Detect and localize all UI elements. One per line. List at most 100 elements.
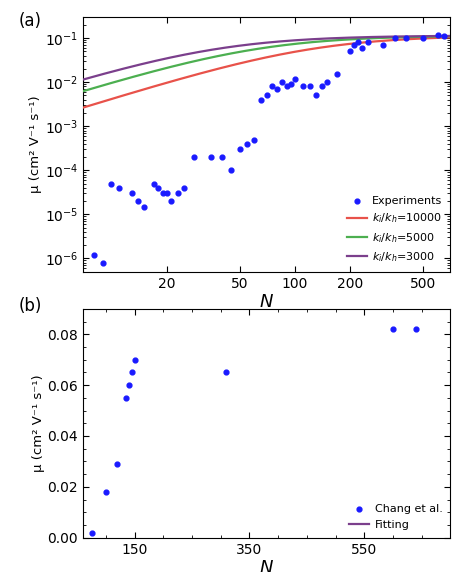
$k_i/k_h$=3000 [257,40,263,47]
Experiments [90,251,97,260]
X-axis label: N: N [260,559,273,572]
$k_i/k_h$=10000 [447,34,453,41]
$k_i/k_h$=5000 [279,42,284,49]
Experiments [228,166,235,175]
$k_i/k_h$=5000 [438,33,444,40]
Experiments [181,183,188,192]
Experiments [190,153,197,162]
Legend: Chang et al., Fitting: Chang et al., Fitting [347,502,445,532]
Experiments [318,82,326,91]
Legend: Experiments, $k_i/k_h$=10000, $k_i/k_h$=5000, $k_i/k_h$=3000: Experiments, $k_i/k_h$=10000, $k_i/k_h$=… [345,194,445,266]
$k_i/k_h$=10000 [80,104,86,111]
Experiments [441,32,448,41]
Experiments [324,78,331,87]
$k_i/k_h$=3000 [255,40,260,47]
$k_i/k_h$=10000 [438,34,444,41]
Experiments [150,179,157,188]
Line: $k_i/k_h$=10000: $k_i/k_h$=10000 [83,37,450,108]
Experiments [365,38,372,47]
Experiments [334,70,341,79]
Experiments [287,80,295,89]
$k_i/k_h$=10000 [299,47,304,54]
Y-axis label: μ (cm² V⁻¹ s⁻¹): μ (cm² V⁻¹ s⁻¹) [32,375,45,472]
Experiments [108,179,115,188]
Experiments [128,189,136,198]
$k_i/k_h$=3000 [438,33,444,39]
Fitting [381,54,387,61]
Experiments [419,34,427,43]
Experiments [283,82,291,91]
Experiments [244,139,251,148]
Experiments [140,202,147,211]
Fitting [438,37,444,43]
Fitting [257,105,263,112]
Experiments [257,95,264,104]
$k_i/k_h$=3000 [279,38,284,45]
Experiments [208,153,215,162]
Chang et al. [122,394,130,403]
$k_i/k_h$=3000 [447,33,453,39]
Chang et al. [102,487,109,496]
$k_i/k_h$=5000 [80,88,86,94]
Line: $k_i/k_h$=3000: $k_i/k_h$=3000 [83,36,450,80]
Experiments [251,135,258,144]
Experiments [292,74,299,84]
Chang et al. [412,325,419,334]
Experiments [391,34,399,43]
Experiments [115,183,123,192]
Chang et al. [389,325,397,334]
Experiments [402,34,410,43]
Experiments [263,91,270,100]
Experiments [346,47,354,56]
$k_i/k_h$=10000 [255,56,260,63]
Experiments [167,197,174,206]
$k_i/k_h$=10000 [279,51,284,58]
$k_i/k_h$=10000 [257,55,263,62]
Experiments [79,271,87,280]
Y-axis label: μ (cm² V⁻¹ s⁻¹): μ (cm² V⁻¹ s⁻¹) [29,96,42,193]
Text: (a): (a) [18,12,42,30]
Experiments [159,189,166,198]
Experiments [306,82,313,91]
$k_i/k_h$=3000 [299,37,304,43]
$k_i/k_h$=5000 [299,39,304,46]
X-axis label: N: N [260,293,273,311]
$k_i/k_h$=5000 [255,45,260,52]
Experiments [273,85,281,94]
$k_i/k_h$=5000 [447,33,453,40]
Fitting [80,297,86,304]
Experiments [135,197,142,206]
Experiments [354,38,362,47]
Experiments [155,183,162,192]
Chang et al. [223,368,230,377]
Experiments [379,41,386,50]
Chang et al. [128,368,136,377]
$k_i/k_h$=3000 [80,76,86,83]
Experiments [434,30,442,39]
Experiments [236,145,244,154]
Chang et al. [114,459,121,468]
Experiments [299,82,307,91]
Fitting [299,85,304,92]
Chang et al. [125,380,133,390]
Experiments [163,189,171,198]
Chang et al. [88,528,95,537]
Experiments [99,258,107,267]
Chang et al. [131,355,138,364]
Experiments [218,153,226,162]
Fitting [279,94,284,101]
$k_i/k_h$=5000 [381,34,387,41]
$k_i/k_h$=3000 [381,33,387,40]
Experiments [358,43,365,53]
$k_i/k_h$=5000 [257,45,263,52]
Experiments [350,41,358,50]
Fitting [447,34,453,41]
Line: Fitting: Fitting [83,38,450,300]
Experiments [174,189,182,198]
Line: $k_i/k_h$=5000: $k_i/k_h$=5000 [83,37,450,91]
Fitting [255,106,260,113]
Experiments [312,91,320,100]
$k_i/k_h$=10000 [381,37,387,44]
Experiments [278,78,286,87]
Text: (b): (b) [18,297,42,315]
